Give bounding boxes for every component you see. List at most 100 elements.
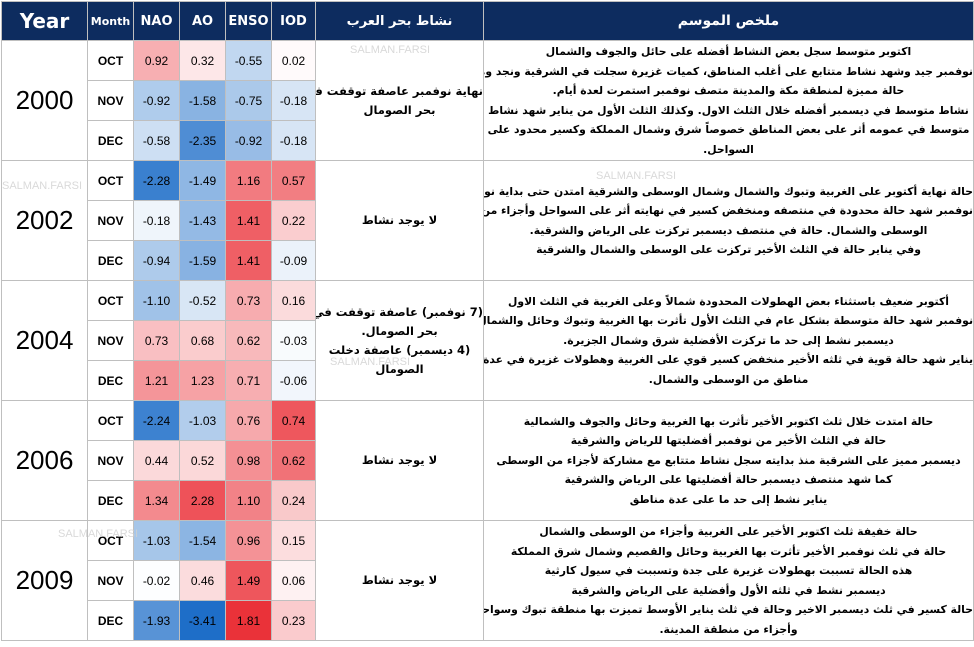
summary-line: حالة امتدت خلال ثلث اكتوبر الأخير تأثرت … — [523, 414, 934, 428]
activity-line: نهاية نوفمبر عاصفة توقفت في — [315, 83, 483, 98]
nao-value: -0.58 — [133, 120, 180, 161]
summary-line: ديسمبر نشط إلى حد ما تركزت الأفضلية شرق … — [563, 333, 894, 347]
ao-value: 0.46 — [179, 560, 226, 601]
iod-value: -0.18 — [271, 120, 316, 161]
activity-cell: (7 نوفمبر) عاصفة توقفت في بحر الصومال. (4 … — [315, 280, 484, 401]
iod-value: 0.02 — [271, 40, 316, 81]
nao-value: -1.03 — [133, 520, 180, 561]
table-row: NOV -0.92 -1.58 -0.75 -0.18 — [2, 80, 974, 121]
iod-value: 0.62 — [271, 440, 316, 481]
table-row: DEC -0.94 -1.59 1.41 -0.09 — [2, 240, 974, 281]
month-cell: NOV — [87, 200, 134, 241]
enso-value: 0.73 — [225, 280, 272, 321]
activity-line: (7 نوفمبر) عاصفة توقفت في — [315, 304, 483, 319]
header-nao: NAO — [133, 1, 180, 41]
iod-value: 0.06 — [271, 560, 316, 601]
iod-value: 0.22 — [271, 200, 316, 241]
table-row: NOV -0.02 0.46 1.49 0.06 — [2, 560, 974, 601]
table-row: DEC 1.34 2.28 1.10 0.24 — [2, 480, 974, 521]
activity-line: لا يوجد نشاط — [361, 453, 438, 467]
month-cell: DEC — [87, 480, 134, 521]
nao-value: -0.92 — [133, 80, 180, 121]
enso-value: 1.10 — [225, 480, 272, 521]
enso-value: 1.41 — [225, 240, 272, 281]
nao-value: -1.10 — [133, 280, 180, 321]
header-iod: IOD — [271, 1, 316, 41]
nao-value: 0.73 — [133, 320, 180, 361]
nao-value: -2.28 — [133, 160, 180, 201]
nao-value: 1.34 — [133, 480, 180, 521]
month-cell: NOV — [87, 560, 134, 601]
summary-line: أكتوبر ضعيف باستثناء بعض الهطولات المحدو… — [508, 294, 949, 308]
month-cell: OCT — [87, 400, 134, 441]
summary-line: الوسطى والشمال. حالة في منتصف ديسمبر ترك… — [529, 223, 928, 237]
year-cell: 2004 — [1, 280, 88, 401]
summary-line: حالة كسير في ثلث ديسمبر الاخير وحالة في … — [483, 603, 973, 616]
month-cell: DEC — [87, 240, 134, 281]
year-cell: 2002 — [1, 160, 88, 281]
ao-value: -1.49 — [179, 160, 226, 201]
summary-line: حالة خفيفة ثلث اكتوبر الأخير على الغربية… — [539, 525, 918, 538]
table-row: 2000 OCT 0.92 0.32 -0.55 0.02 نهاية نوفمبر عاص… — [1, 40, 974, 161]
summary-line: نوفمبر جيد وشهد نشاط متتابع على أغلب الم… — [483, 64, 973, 78]
summary-line: وأجزاء من منطقة المدينة. — [659, 622, 798, 636]
enso-value: 1.41 — [225, 200, 272, 241]
summary-line: متوسط في عمومه أثر على بعض المناطق خصوصا… — [487, 123, 970, 136]
month-cell: NOV — [87, 440, 134, 481]
header-year: Year — [1, 1, 88, 41]
month-cell: DEC — [87, 600, 134, 641]
summary-line: كما شهد منتصف ديسمبر حالة أفضليتها على ا… — [564, 473, 893, 487]
activity-line: (4 ديسمبر) عاصفة دخلت — [328, 342, 471, 357]
activity-line: بحر الصومال. — [361, 323, 438, 338]
year-cell: 2000 — [1, 40, 88, 161]
activity-line: لا يوجد نشاط — [361, 573, 438, 587]
summary-line: حالة مميزة لمنطقة مكة والمدينة متصف نوفم… — [552, 84, 905, 97]
nao-value: -0.18 — [133, 200, 180, 241]
nao-value: -0.94 — [133, 240, 180, 281]
ao-value: 2.28 — [179, 480, 226, 521]
iod-value: -0.06 — [271, 360, 316, 401]
enso-value: 0.96 — [225, 520, 272, 561]
month-cell: OCT — [87, 160, 134, 201]
ao-value: -1.58 — [179, 80, 226, 121]
iod-value: 0.23 — [271, 600, 316, 641]
enso-value: 1.81 — [225, 600, 272, 641]
activity-cell: نهاية نوفمبر عاصفة توقفت في بحر الصومال — [315, 40, 484, 161]
summary-cell: حالة خفيفة ثلث اكتوبر الأخير على الغربية… — [483, 520, 974, 641]
summary-line: يناير شهد حالة قوية في ثلثه الأخير منخفض… — [483, 353, 973, 367]
summary-line: مناطق من الوسطى والشمال. — [648, 372, 809, 386]
ao-value: -1.54 — [179, 520, 226, 561]
table-row: DEC -1.93 -3.41 1.81 0.23 — [2, 600, 974, 641]
summary-line: نوفمبر شهد حالة محدودة في منتصفه ومنخفض … — [483, 204, 973, 217]
table-row: 2004 OCT -1.10 -0.52 0.73 0.16 (7 نوفمبر) عاصف… — [1, 280, 974, 401]
iod-value: -0.09 — [271, 240, 316, 281]
enso-value: 1.49 — [225, 560, 272, 601]
header-summary: ملخص الموسم — [483, 1, 974, 41]
activity-cell: لا يوجد نشاط — [315, 160, 484, 281]
summary-line: وفي يناير حالة في الثلث الأخير تركزت على… — [536, 243, 921, 256]
nao-value: -0.02 — [133, 560, 180, 601]
ao-value: -1.43 — [179, 200, 226, 241]
ao-value: 0.32 — [179, 40, 226, 81]
enso-value: -0.75 — [225, 80, 272, 121]
ao-value: 1.23 — [179, 360, 226, 401]
header-month: Month — [87, 1, 134, 41]
month-cell: NOV — [87, 80, 134, 121]
table-row: NOV -0.18 -1.43 1.41 0.22 — [2, 200, 974, 241]
ao-value: -2.35 — [179, 120, 226, 161]
month-cell: OCT — [87, 520, 134, 561]
iod-value: 0.15 — [271, 520, 316, 561]
activity-cell: لا يوجد نشاط — [315, 520, 484, 641]
table-row: DEC -0.58 -2.35 -0.92 -0.18 — [2, 120, 974, 161]
summary-line: حالة في الثلث الأخير من نوفمبر أفضليتها … — [570, 434, 887, 448]
summary-line: حالة في ثلث نوفمبر الأخير تأثرت بها الغر… — [510, 544, 947, 558]
table-row: 2009 OCT -1.03 -1.54 0.96 0.15 لا يوجد نشاط حال… — [1, 520, 974, 641]
iod-value: 0.74 — [271, 400, 316, 441]
summary-line: هذه الحالة تسببت بهطولات غزيرة على جدة و… — [544, 564, 913, 577]
header-enso: ENSO — [225, 1, 272, 41]
summary-line: يناير نشط إلى حد ما على عدة مناطق — [629, 492, 828, 506]
summary-line: ديسمبر نشط في ثلثه الأول وأفضلية على الر… — [571, 583, 886, 597]
iod-value: 0.57 — [271, 160, 316, 201]
header-row: Year Month NAO AO ENSO IOD نشاط بحر العر… — [1, 1, 974, 41]
summary-line: حالة نهاية أكتوبر على الغربية وتبوك والش… — [483, 184, 973, 198]
